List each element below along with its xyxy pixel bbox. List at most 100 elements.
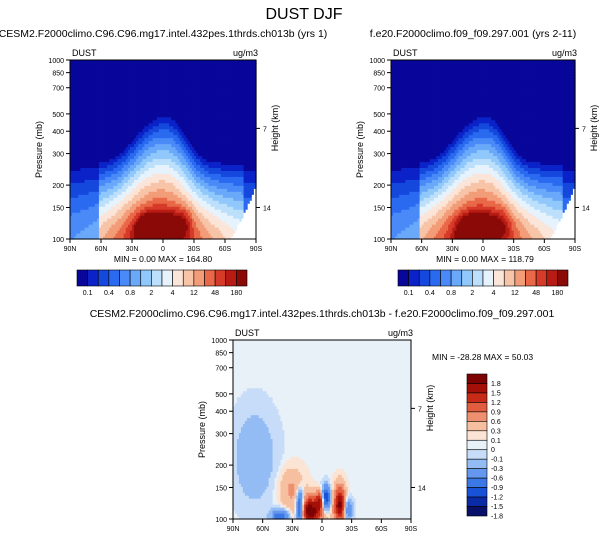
field-cell (96, 104, 100, 109)
field-cell (72, 125, 75, 130)
field-cell (123, 221, 127, 225)
field-cell (103, 71, 106, 76)
field-cell (136, 143, 139, 148)
field-cell (171, 224, 174, 228)
field-cell (119, 227, 123, 231)
field-cell (119, 110, 123, 115)
field-cell (115, 119, 119, 124)
field-cell (103, 74, 106, 79)
field-cell (160, 113, 164, 118)
field-cell (115, 125, 119, 130)
field-cell (146, 191, 150, 195)
field-cell (156, 131, 160, 136)
field-cell (96, 161, 100, 166)
field-cell (72, 206, 75, 210)
field-cell (113, 68, 117, 73)
field-cell (88, 80, 92, 85)
field-cell (144, 107, 148, 112)
field-cell (107, 104, 110, 109)
field-cell (115, 215, 119, 219)
field-cell (136, 119, 139, 124)
field-cell (92, 131, 96, 136)
field-cell (163, 209, 166, 213)
field-cell (92, 206, 96, 210)
field-cell (136, 71, 139, 76)
field-cell (152, 134, 156, 139)
field-cell (154, 146, 158, 151)
field-cell (136, 104, 139, 109)
field-cell (98, 203, 102, 207)
field-cell (113, 89, 117, 94)
field-cell (140, 116, 143, 121)
field-cell (105, 221, 108, 225)
field-cell (94, 125, 98, 130)
field-cell (127, 140, 131, 145)
field-cell (138, 221, 141, 225)
field-cell (74, 215, 77, 219)
field-cell (158, 60, 162, 64)
field-cell (86, 176, 90, 180)
field-cell (94, 95, 98, 100)
field-cell (163, 77, 166, 82)
field-cell (125, 173, 129, 177)
field-cell (92, 110, 96, 115)
field-cell (96, 203, 100, 207)
field-cell (109, 60, 112, 64)
field-cell (144, 185, 148, 189)
field-cell (88, 221, 92, 225)
field-cell (84, 167, 88, 171)
field-cell (142, 62, 145, 67)
field-cell (76, 146, 79, 151)
field-cell (129, 185, 133, 189)
field-cell (156, 179, 160, 183)
field-cell (70, 215, 73, 219)
field-cell (105, 161, 108, 166)
field-cell (96, 191, 100, 195)
field-cell (156, 230, 160, 234)
field-cell (78, 218, 81, 222)
field-cell (142, 122, 145, 127)
field-cell (105, 227, 108, 231)
field-cell (152, 68, 156, 73)
field-cell (167, 173, 170, 177)
field-cell (150, 233, 154, 237)
field-cell (171, 167, 174, 171)
field-cell (154, 164, 158, 168)
field-cell (169, 83, 172, 88)
field-cell (119, 176, 123, 180)
field-cell (136, 215, 139, 219)
field-cell (171, 122, 174, 127)
field-cell (152, 215, 156, 219)
field-cell (167, 200, 170, 204)
field-cell (109, 197, 112, 201)
field-cell (152, 152, 156, 157)
field-cell (88, 137, 92, 142)
field-cell (96, 122, 100, 127)
field-cell (154, 95, 158, 100)
field-cell (103, 188, 106, 192)
field-cell (103, 167, 106, 171)
field-cell (171, 116, 174, 121)
field-cell (111, 86, 114, 91)
field-cell (156, 161, 160, 166)
field-cell (105, 167, 108, 171)
field-cell (78, 125, 81, 130)
field-cell (105, 215, 108, 219)
field-cell (127, 176, 131, 180)
field-cell (134, 197, 137, 201)
field-cell (80, 209, 83, 213)
field-cell (152, 128, 156, 133)
field-cell (72, 200, 75, 204)
field-cell (127, 89, 131, 94)
field-cell (78, 194, 81, 198)
field-cell (88, 227, 92, 231)
field-cell (123, 62, 127, 67)
field-cell (150, 71, 154, 76)
field-cell (74, 200, 77, 204)
field-cell (98, 230, 102, 234)
field-cell (96, 137, 100, 142)
field-cell (98, 65, 102, 70)
field-cell (70, 212, 73, 216)
field-cell (82, 206, 86, 210)
field-cell (92, 161, 96, 166)
